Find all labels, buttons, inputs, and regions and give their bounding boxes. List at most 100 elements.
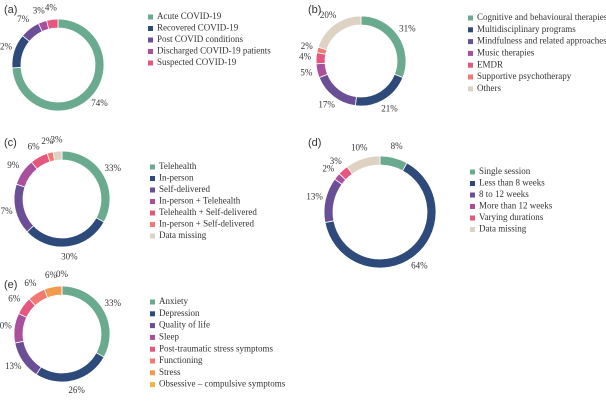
legend-swatch [468,15,473,21]
legend-swatch [150,210,155,216]
donut-slice [354,73,404,107]
legend-swatch [150,199,155,204]
legend-label: Recovered COVID-19 [157,23,239,33]
donut-slice [35,352,105,383]
value-label: 31% [399,24,416,34]
legend-label: Quality of life [159,320,210,330]
value-label: 5% [300,67,313,77]
legend-swatch [470,204,475,209]
legend-label: Telehealth [159,161,197,171]
legend-label: Functioning [159,355,203,365]
legend-swatch [150,222,155,227]
donut-slice [13,183,35,233]
legend-swatch [150,233,155,239]
value-label: 2% [322,163,335,173]
donut-slice [52,150,63,162]
legend-swatch [468,86,473,92]
legend-label: Obsessive – compulsive symptoms [159,379,286,389]
value-label: 17% [318,99,335,109]
value-label: 6% [28,141,41,151]
value-label: 8% [391,141,404,151]
legend-label: Data missing [159,230,207,240]
value-label: 6% [45,270,58,280]
legend-swatch [148,49,153,54]
value-label: 13% [5,361,22,371]
legend-label: Acute COVID-19 [157,11,222,21]
value-label: 6% [8,293,21,303]
legend-label: Single session [479,166,531,176]
legend-swatch [150,299,155,305]
value-label: 13% [306,191,323,201]
legend-label: Varying durations [479,212,544,222]
donut-slice [11,35,31,69]
legend-swatch [148,14,153,20]
legend-swatch [148,26,153,31]
panel: (d) 8% Single session 64% Less than 8 weeks 1… [306,137,552,270]
value-label: 3% [50,134,63,144]
value-label: 7% [17,14,30,24]
legend-label: Anxiety [159,296,188,306]
value-label: 33% [105,298,122,308]
legend-swatch [470,181,475,186]
legend-swatch [150,358,155,364]
legend-label: Discharged COVID-19 patients [157,46,271,56]
legend-label: Mindfulness and related approaches [477,36,606,46]
donut-slice [317,15,362,51]
legend-swatch [150,176,155,181]
legend-swatch [150,370,155,376]
legend-label: More than 12 weeks [479,201,553,211]
legend-swatch [150,187,155,193]
value-label: 33% [105,163,122,173]
value-label: 4% [45,3,58,13]
value-label: 64% [411,260,428,270]
legend-swatch [468,50,473,56]
donut-slice [323,178,343,223]
panel: (b) 31% Cognitive and behavioural therapie… [299,4,606,113]
legend-swatch [470,215,475,221]
donut-slice [46,18,59,30]
legend-swatch [150,311,155,317]
legend-label: Depression [159,308,200,318]
panel-label: (a) [4,4,17,16]
legend-swatch [148,60,153,66]
panel-label: (c) [4,137,17,149]
legend-swatch [150,382,155,388]
legend-swatch [150,346,155,352]
legend-swatch [468,39,473,45]
panel: (c) 33% Telehealth 30% In-person 17% Self-deli… [0,134,257,261]
legend-swatch [468,62,473,68]
donut-slice [61,285,111,358]
value-label: 30% [61,252,78,262]
donut-slice [346,155,381,175]
panel-label: (e) [4,279,17,291]
legend-label: 8 to 12 weeks [479,189,529,199]
value-label: 10% [0,321,12,331]
legend-label: Self-delivered [159,184,210,194]
legend-swatch [470,169,475,175]
legend-label: Sleep [159,331,179,341]
legend-swatch [150,334,155,340]
legend-swatch [468,74,473,80]
value-label: 2% [301,41,314,51]
legend-label: Data missing [479,224,527,234]
donut-slice [61,150,111,223]
value-label: 20% [320,10,337,20]
legend-label: Suspected COVID-19 [157,57,237,67]
donut-slice [379,155,408,172]
value-label: 21% [381,103,398,113]
legend-swatch [470,227,475,232]
donut-slice [13,313,28,344]
value-label: 3% [33,5,46,15]
legend-label: In-person [159,173,194,183]
legend-swatch [468,27,473,33]
legend-label: Stress [159,367,181,377]
value-label: 6% [24,278,37,288]
panel-label: (d) [308,137,321,149]
value-label: 12% [0,41,13,51]
panel: (e) 33% Anxiety 26% Depression 13% Quality of … [0,269,286,395]
value-label: 10% [351,142,368,152]
value-label: 3% [330,156,343,166]
value-label: 26% [68,385,85,395]
legend-swatch [470,192,475,198]
